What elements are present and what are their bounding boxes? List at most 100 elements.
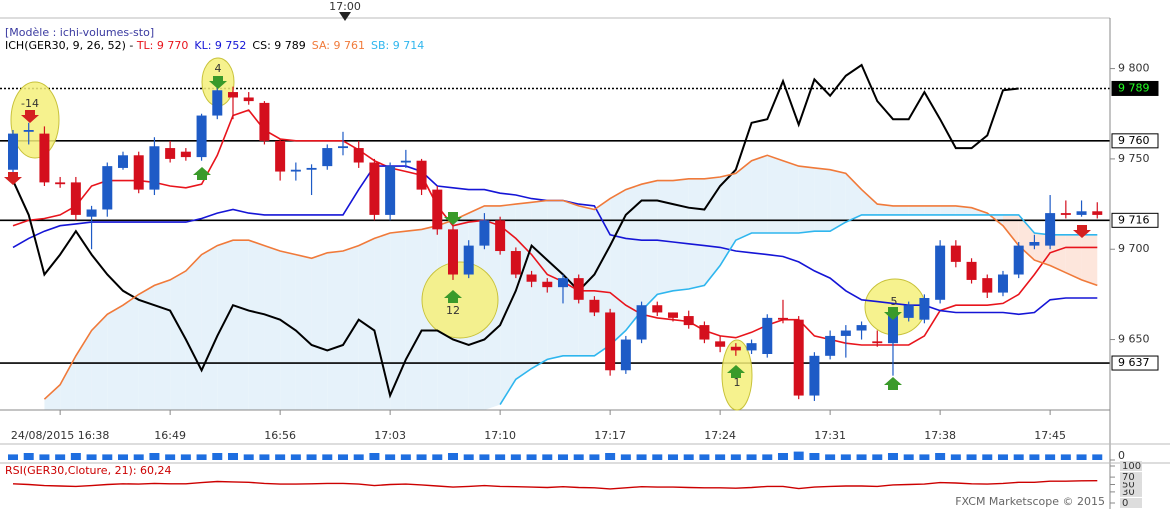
volume-bar [8,454,18,460]
candle-body [227,92,238,98]
y-tick-label: 9 750 [1118,152,1150,165]
main-panel [0,87,1110,410]
cloud [170,270,186,410]
volume-bar [793,451,804,460]
cloud [578,205,595,356]
cloud [767,155,783,233]
annotation-label: 5 [891,295,898,308]
buy-arrow [727,365,745,378]
volume-bar [840,454,851,460]
cloud [60,355,76,410]
candle-body [950,245,961,262]
candle-body [306,167,317,170]
reference-label: 9 789 [1118,81,1150,94]
cloud [892,205,909,215]
cloud [107,305,123,410]
volume-bar [432,454,443,460]
candle-body [259,102,270,141]
volume-bar [495,454,506,460]
signal-arrow [884,307,902,320]
volume-bar [526,454,537,460]
buy-arrow [193,167,211,180]
candle-body [447,229,458,275]
sell-arrow [1073,225,1091,238]
buy-arrow [444,290,462,303]
volume-bar [337,454,348,460]
y-tick-box [1120,479,1142,490]
volume-bar [39,454,50,460]
candle-body [1029,242,1040,246]
cloud [688,178,705,289]
candle-body [133,155,144,190]
volume-bar [557,454,568,460]
sell-arrow [4,172,22,185]
reference-label: 9 760 [1118,134,1150,147]
y-tick-box [1120,461,1142,471]
legend-entry: KL: 9 752 [194,39,246,52]
candle-body [385,166,396,215]
volume-bar [997,454,1008,460]
volume-bar [479,454,490,460]
volume-bar [589,454,600,460]
volume-bar [573,454,584,460]
volume-bar [903,454,914,460]
y-tick-label: 70 [1122,472,1135,483]
indicator-line [12,109,1098,346]
legend-entry: TL: 9 770 [136,39,189,52]
cloud [720,173,736,266]
volume-bar [1045,454,1056,460]
cloud [877,204,893,215]
volume-bar [180,454,191,460]
volume-bar [1013,454,1024,460]
volume-bar [447,453,458,460]
volume-bar [306,454,317,460]
candle-body [699,325,710,340]
cloud [735,160,752,241]
candle-body [903,305,914,318]
candles-layer [8,63,1103,406]
cloud [782,160,799,233]
volume-bar [636,454,647,460]
candle-body [165,148,176,159]
y-tick-box [1120,486,1142,497]
candle-body [117,155,128,168]
volume-bar [70,453,81,460]
volume-bar [809,453,820,460]
candle-body [557,278,568,288]
cloud [264,245,281,410]
cloud [217,240,233,410]
y-tick-label: 30 [1122,487,1135,498]
x-tick-label: 17:45 [1034,429,1066,442]
candle-body [1013,245,1024,275]
cloud [531,200,548,369]
candle-body [86,209,97,217]
candle-body [39,133,50,183]
candle-body [369,162,380,215]
y-tick-label: 0 [1118,449,1125,462]
candle-body [180,151,191,158]
cloud [280,251,296,410]
x-tick-label: 16:56 [264,429,296,442]
volume-bar [400,454,411,460]
cloud [374,232,391,410]
cloud [138,285,155,410]
candle-body [793,319,804,396]
model-label: [Modèle : ichi-volumes-sto] [5,26,154,39]
volume-bar [117,454,128,460]
volume-bar [825,454,836,460]
volume-bar [290,454,301,460]
cloud [547,200,563,360]
volume-bar [133,454,144,460]
volume-bar [746,454,757,460]
x-tick-label: 24/08/2015 16:38 [11,429,110,442]
volume-bar [919,454,930,460]
volume-bar [1092,454,1103,460]
cloud [940,205,956,215]
volume-bar [872,454,883,460]
legend-entry: CS: 9 789 [252,39,305,52]
cursor-marker [339,12,351,21]
signal-arrow [209,76,227,89]
cloud [390,231,406,410]
